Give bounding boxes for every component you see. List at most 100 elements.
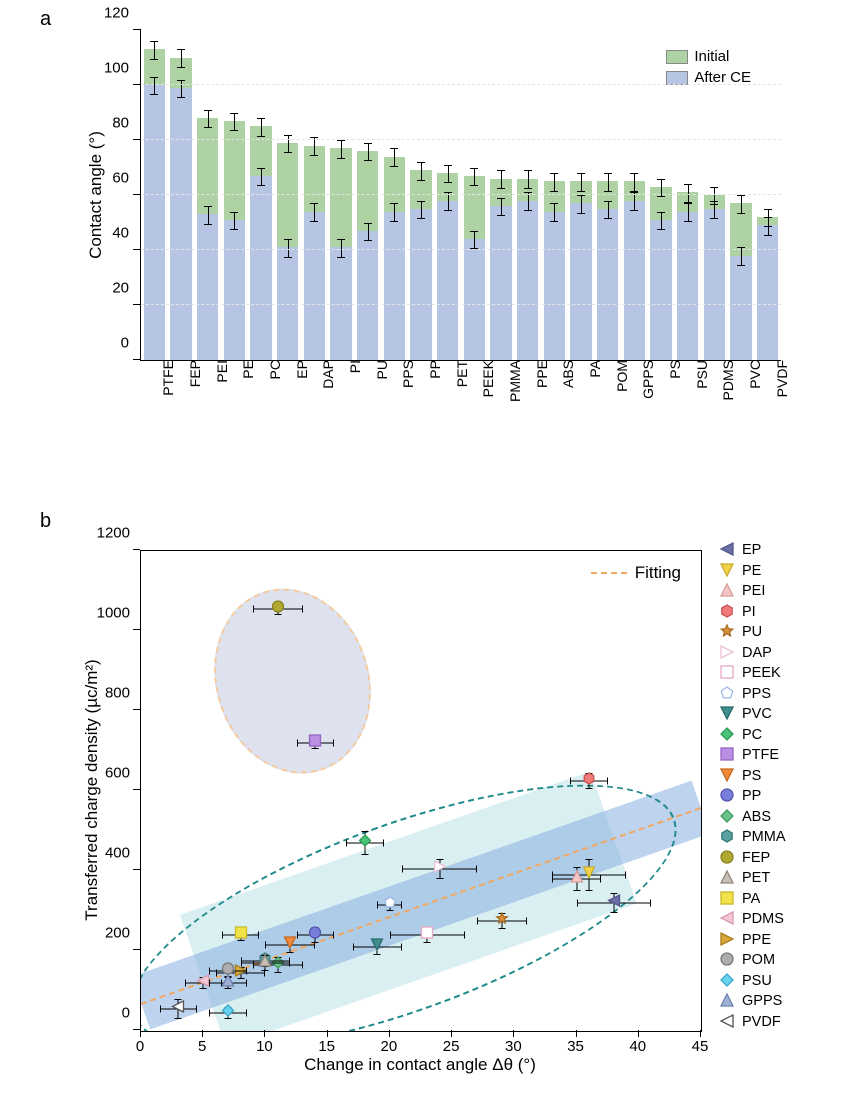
chart-a-ylabel: Contact angle (°) (86, 131, 106, 259)
legend-label: PA (742, 891, 760, 907)
legend-label: PI (742, 604, 756, 620)
bar-label: FEP (181, 360, 203, 387)
legend-label: PMMA (742, 829, 786, 845)
marker-icon (197, 974, 210, 992)
legend-row-PTFE: PTFE (720, 745, 786, 766)
legend-label: PP (742, 788, 761, 804)
chart-b-ytick: 600 (105, 765, 140, 782)
legend-row-PDMS: PDMS (720, 909, 786, 930)
marker-icon (570, 870, 583, 888)
legend-label: POM (742, 952, 775, 968)
bar-label: PPE (528, 360, 550, 388)
legend-row-PC: PC (720, 725, 786, 746)
bar-label: PVC (741, 360, 763, 389)
chart-a-ytick: 60 (112, 170, 141, 187)
bar-PSU: PSU (674, 30, 701, 360)
chart-a-plot: Contact angle (°) InitialAfter CE PTFEFE… (140, 30, 781, 361)
legend-marker-icon (720, 911, 736, 927)
legend-row-PI: PI (720, 602, 786, 623)
legend-marker-icon (720, 563, 736, 579)
bar-PDMS: PDMS (701, 30, 728, 360)
bar-label: PS (661, 360, 683, 379)
chart-b-legend: EPPEPEIPIPUDAPPEEKPPSPVCPCPTFEPSPPABSPMM… (720, 540, 786, 1032)
legend-row-PET: PET (720, 868, 786, 889)
legend-label: PET (742, 870, 770, 886)
legend-label: ABS (742, 809, 771, 825)
marker-icon (583, 772, 596, 790)
legend-marker-icon (720, 891, 736, 907)
chart-b-xtick: 35 (567, 1030, 584, 1055)
marker-icon (607, 894, 620, 912)
marker-icon (433, 860, 446, 878)
chart-b-xtick: 40 (629, 1030, 646, 1055)
bar-label: PMMA (501, 360, 523, 402)
legend-marker-icon (720, 583, 736, 599)
bar-label: PPS (394, 360, 416, 388)
legend-label: PDMS (742, 911, 784, 927)
legend-marker-icon (720, 747, 736, 763)
bar-label: PE (234, 360, 256, 379)
chart-b-xlabel: Change in contact angle Δθ (°) (304, 1055, 536, 1075)
chart-a-ytick: 80 (112, 115, 141, 132)
bar-label: PEEK (474, 360, 496, 397)
bar-label: PI (341, 360, 363, 373)
marker-icon (271, 956, 284, 974)
bar-PC: PC (248, 30, 275, 360)
bar-label: PU (368, 360, 390, 379)
bar-PTFE: PTFE (141, 30, 168, 360)
chart-a-ytick: 120 (104, 5, 141, 22)
bar-PEEK: PEEK (461, 30, 488, 360)
legend-label: PVC (742, 706, 772, 722)
bar-label: ABS (554, 360, 576, 388)
chart-b-ytick: 1200 (97, 525, 140, 542)
legend-row-PE: PE (720, 561, 786, 582)
bar-label: POM (608, 360, 630, 392)
legend-row-PPS: PPS (720, 684, 786, 705)
legend-marker-icon (720, 850, 736, 866)
bar-label: PET (448, 360, 470, 387)
legend-marker-icon (720, 829, 736, 845)
bar-EP: EP (274, 30, 301, 360)
legend-marker-icon (720, 665, 736, 681)
bar-PET: PET (434, 30, 461, 360)
chart-a-bars: PTFEFEPPEIPEPCEPDAPPIPUPPSPPPETPEEKPMMAP… (141, 30, 781, 360)
chart-b-axes: Transferred charge density (µc/m²) Chang… (140, 550, 700, 1030)
fit-dash-icon (591, 572, 627, 574)
bar-label: PVDF (768, 360, 790, 397)
bar-PE: PE (221, 30, 248, 360)
legend-row-PVDF: PVDF (720, 1012, 786, 1033)
legend-row-POM: POM (720, 950, 786, 971)
legend-label: GPPS (742, 993, 782, 1009)
marker-icon (383, 896, 396, 914)
marker-icon (222, 974, 235, 992)
chart-a-ytick: 0 (121, 335, 141, 352)
legend-label: PEI (742, 583, 765, 599)
chart-b-ylabel: Transferred charge density (µc/m²) (82, 659, 102, 920)
panel-a-label: a (40, 8, 51, 31)
bar-FEP: FEP (168, 30, 195, 360)
fit-legend: Fitting (591, 563, 681, 583)
legend-label: PVDF (742, 1014, 781, 1030)
marker-icon (359, 834, 372, 852)
chart-b-ytick: 1000 (97, 605, 140, 622)
legend-marker-icon (720, 993, 736, 1009)
bar-PVDF: PVDF (754, 30, 781, 360)
bar-PEI: PEI (194, 30, 221, 360)
chart-b-xtick: 20 (381, 1030, 398, 1055)
chart-b-xtick: 0 (136, 1030, 144, 1055)
bar-label: PEI (208, 360, 230, 383)
marker-icon (222, 1004, 235, 1022)
legend-marker-icon (720, 768, 736, 784)
legend-marker-icon (720, 870, 736, 886)
marker-icon (309, 734, 322, 752)
bar-PP: PP (408, 30, 435, 360)
bar-PPS: PPS (381, 30, 408, 360)
legend-marker-icon (720, 604, 736, 620)
chart-b-ytick: 400 (105, 845, 140, 862)
legend-row-PMMA: PMMA (720, 827, 786, 848)
bar-label: GPPS (634, 360, 656, 399)
marker-icon (271, 600, 284, 618)
bar-POM: POM (594, 30, 621, 360)
chart-b-xtick: 30 (505, 1030, 522, 1055)
legend-label: PTFE (742, 747, 779, 763)
